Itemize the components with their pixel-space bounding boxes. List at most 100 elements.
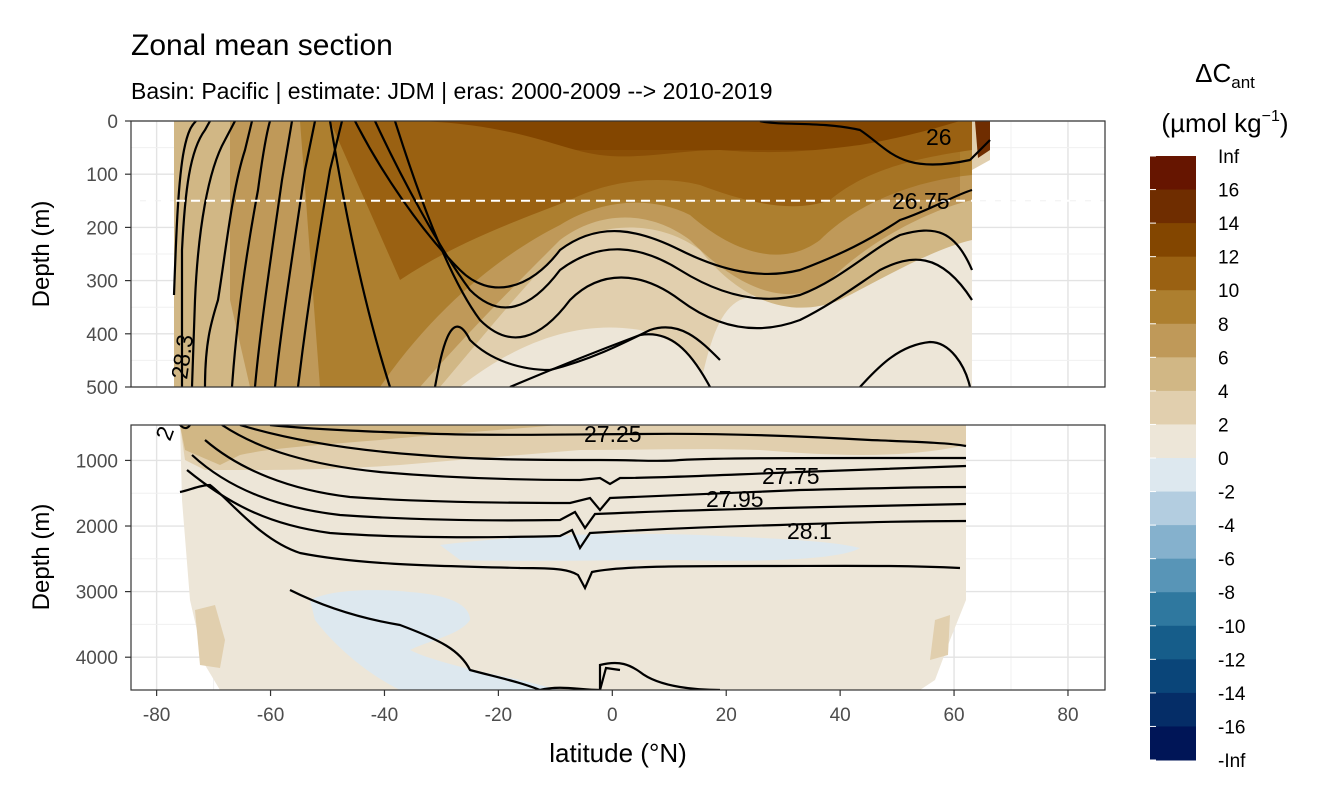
isopycnal-label-26-75: 26.75 (892, 188, 950, 214)
isopycnal-line (230, 121, 272, 387)
lower-field-2-4-east (930, 615, 950, 660)
x-tick-label: -80 (143, 705, 170, 726)
legend-unit-prefix: (µmol kg (1161, 108, 1261, 138)
x-tick-label: 0 (607, 705, 618, 726)
isopycnal-line (859, 340, 972, 387)
isopycnal-line (759, 121, 991, 166)
legend-swatch (1150, 692, 1196, 727)
upper-field-14-16 (975, 121, 990, 158)
legend-swatch (1150, 625, 1196, 660)
y-tick-label: 300 (86, 272, 118, 293)
x-tick-label: 80 (1057, 705, 1078, 726)
upper-field-12-14-band (380, 150, 960, 200)
isopycnal-line (221, 425, 967, 486)
isopycnal-line (374, 121, 974, 309)
legend-break-label: -8 (1218, 583, 1235, 604)
lower-isopycnals (179, 425, 967, 690)
legend-unit: (µmol kg−1) (1161, 108, 1288, 138)
legend-swatch (1150, 659, 1196, 694)
isopycnal-label-26: 26 (926, 124, 952, 150)
isopycnal-line (509, 333, 711, 387)
legend-swatch (1150, 357, 1196, 392)
legend-swatch (1150, 592, 1196, 627)
y-tick-label: 500 (86, 378, 118, 399)
isopycnal-line (190, 121, 236, 387)
legend-title-main: ΔC (1195, 58, 1231, 88)
y-tick-label: 400 (86, 325, 118, 346)
legend-swatch (1150, 458, 1196, 493)
legend-swatch (1150, 223, 1196, 258)
x-tick-label: -20 (485, 705, 512, 726)
isopycnal-line (172, 121, 197, 296)
y-tick-label: 4000 (76, 648, 118, 669)
isopycnal-line (191, 454, 967, 530)
isopycnal-line (289, 589, 721, 690)
lower-y-axis: 1000 2000 3000 4000 (76, 451, 131, 669)
isopycnal-line (203, 121, 254, 387)
x-axis-title: latitude (°N) (549, 738, 687, 768)
legend-break-label: 12 (1218, 248, 1239, 269)
isopycnal-label-27-75: 27.75 (762, 463, 820, 489)
upper-field-12-14 (420, 121, 960, 157)
lower-field-2-4-west (195, 605, 225, 668)
legend-break-label: 4 (1218, 382, 1229, 403)
legend-break-label: -12 (1218, 650, 1245, 671)
y-tick-label: 100 (86, 165, 118, 186)
lower-field-neg-0-2-c (660, 540, 850, 555)
isopycnal-line (180, 121, 211, 387)
legend-title-sub: ant (1231, 73, 1255, 92)
legend-break-label: 0 (1218, 449, 1229, 470)
legend-break-label: 6 (1218, 348, 1229, 369)
y-tick-label: 0 (107, 112, 118, 133)
legend-break-label: -10 (1218, 617, 1245, 638)
isopycnal-line (186, 469, 967, 551)
legend-swatch (1150, 290, 1196, 325)
upper-isopycnals (172, 121, 991, 387)
isopycnal-line (598, 666, 621, 690)
x-tick-label: 40 (830, 705, 851, 726)
x-tick-label: -40 (371, 705, 398, 726)
legend-swatch (1150, 390, 1196, 425)
legend-break-label: -6 (1218, 550, 1235, 571)
isopycnal-line (239, 425, 966, 462)
x-tick-label: -60 (257, 705, 284, 726)
legend-break-label: -14 (1218, 684, 1246, 705)
legend-break-label: 16 (1218, 181, 1239, 202)
legend-swatch (1150, 189, 1196, 224)
chart-title: Zonal mean section (131, 29, 393, 62)
isopycnal-line (253, 121, 294, 387)
lower-panel-border (130, 424, 1106, 691)
legend-swatch (1150, 491, 1196, 526)
isopycnal-label-27-25: 27.25 (584, 421, 642, 447)
legend-break-label: Inf (1218, 147, 1240, 168)
legend-break-label: 10 (1218, 281, 1239, 302)
y-tick-label: 200 (86, 218, 118, 239)
legend-title: ΔCant (1195, 58, 1255, 92)
x-tick-label: 20 (716, 705, 737, 726)
legend: ΔCant (µmol kg−1) Inf 16 14 12 10 8 6 4 2 0 -2 -4 -6… (1150, 58, 1289, 772)
upper-field-10-12 (330, 121, 972, 280)
isopycnal-label-28-3: 28.3 (166, 333, 198, 381)
legend-colorbar: Inf 16 14 12 10 8 6 4 2 0 -2 -4 -6 -8 -10 -12 -14 -16 -Inf (1150, 147, 1246, 772)
legend-break-label: 8 (1218, 315, 1229, 336)
y-tick-label: 3000 (76, 583, 118, 604)
legend-break-label: -16 (1218, 717, 1245, 738)
legend-break-label: 14 (1218, 214, 1240, 235)
legend-unit-sup: −1 (1262, 108, 1280, 125)
isopycnal-line (204, 439, 967, 512)
y-tick-label: 2000 (76, 517, 118, 538)
upper-panel: 26 26.75 28.3 0 100 200 300 400 500 Depth (m) (28, 112, 1106, 399)
legend-unit-suffix: ) (1280, 108, 1289, 138)
isopycnal-label-28-1: 28.1 (787, 518, 832, 544)
legend-swatch (1150, 323, 1196, 358)
legend-swatch (1150, 156, 1196, 191)
isopycnal-line (269, 425, 967, 448)
isopycnal-line (273, 121, 317, 387)
isopycnal-line (393, 121, 973, 339)
isopycnal-line (179, 483, 961, 591)
chart-subtitle: Basin: Pacific | estimate: JDM | eras: 2… (131, 78, 773, 104)
legend-swatch (1150, 256, 1196, 291)
legend-break-label: -Inf (1218, 751, 1246, 772)
y-tick-label: 1000 (76, 451, 118, 472)
